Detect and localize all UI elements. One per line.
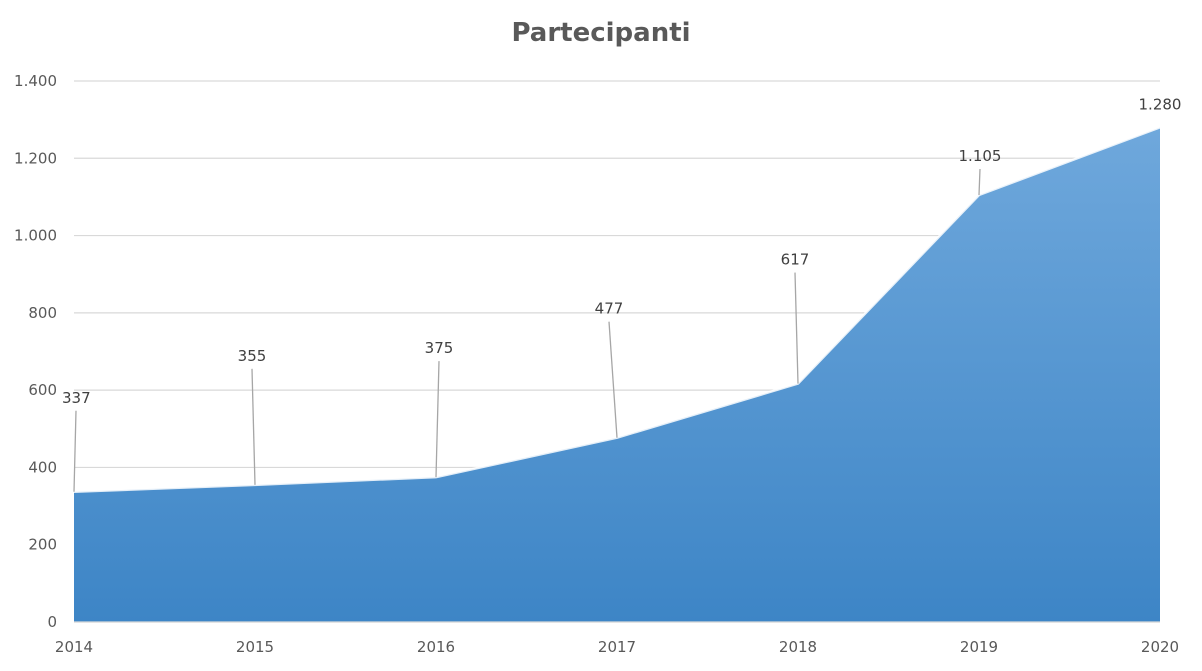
x-tick-label: 2020	[1141, 638, 1179, 656]
data-label: 375	[425, 339, 454, 357]
leader-line	[73, 410, 77, 492]
y-tick-label: 400	[28, 458, 57, 476]
x-tick-label: 2015	[236, 638, 274, 656]
x-tick-label: 2017	[598, 638, 636, 656]
y-tick-label: 0	[47, 613, 57, 631]
y-tick-label: 600	[28, 381, 57, 399]
y-tick-label: 1.200	[14, 149, 57, 167]
leader-line	[608, 321, 618, 438]
y-tick-label: 1.400	[14, 72, 57, 90]
area-series	[74, 127, 1160, 622]
chart-title: Partecipanti	[511, 18, 691, 48]
data-label: 337	[62, 389, 91, 407]
y-tick-label: 1.000	[14, 227, 57, 245]
x-tick-label: 2014	[55, 638, 93, 656]
data-label: 355	[238, 347, 267, 365]
data-label: 1.280	[1139, 95, 1182, 113]
x-tick-label: 2018	[779, 638, 817, 656]
leader-line	[978, 168, 981, 196]
y-tick-label: 200	[28, 536, 57, 554]
data-label: 477	[595, 300, 624, 318]
x-tick-label: 2016	[417, 638, 455, 656]
leader-line	[251, 368, 256, 485]
leader-line	[435, 361, 440, 478]
leader-line	[794, 272, 799, 384]
data-label: 617	[781, 251, 810, 269]
data-label: 1.105	[959, 147, 1002, 165]
y-tick-label: 800	[28, 304, 57, 322]
x-tick-label: 2019	[960, 638, 998, 656]
